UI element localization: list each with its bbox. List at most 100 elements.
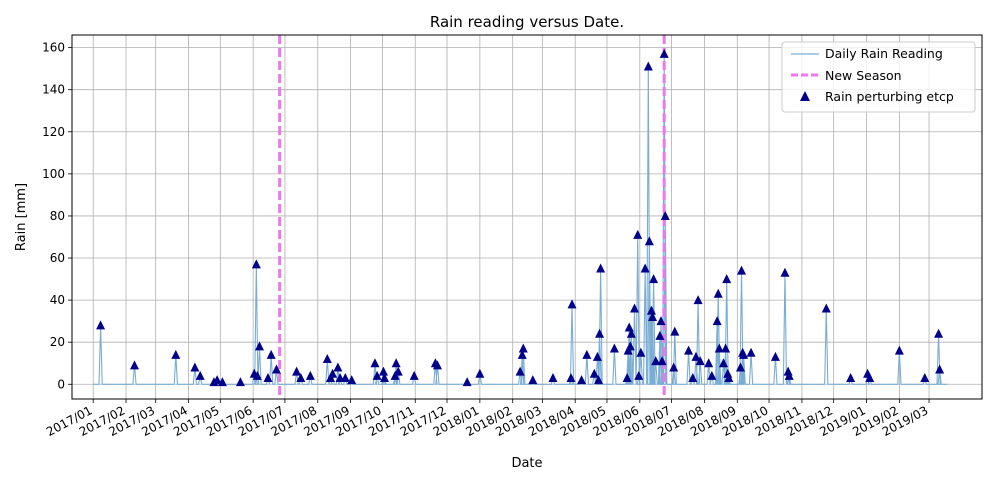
perturbing-marker — [660, 210, 670, 220]
perturbing-marker — [630, 303, 640, 313]
perturbing-marker — [821, 303, 831, 313]
perturbing-marker — [894, 345, 904, 355]
perturbing-marker — [271, 364, 281, 374]
perturbing-marker — [609, 343, 619, 353]
perturbing-marker — [713, 288, 723, 298]
perturbing-marker — [739, 349, 749, 359]
perturbing-marker — [724, 372, 734, 382]
perturbing-marker — [688, 372, 698, 382]
perturbing-marker — [515, 366, 525, 376]
perturbing-marker — [636, 347, 646, 357]
perturbing-marker — [195, 370, 205, 380]
perturbing-marker — [409, 370, 419, 380]
perturbing-marker — [704, 358, 714, 368]
perturbing-marker — [644, 236, 654, 246]
y-tick-label: 20 — [50, 335, 65, 349]
perturbing-marker — [322, 354, 332, 364]
y-tick-label: 40 — [50, 293, 65, 307]
perturbing-marker — [934, 328, 944, 338]
perturbing-marker — [594, 375, 604, 385]
perturbing-marker — [212, 375, 222, 385]
perturbing-marker — [935, 364, 945, 374]
perturbing-marker — [518, 343, 528, 353]
perturbing-marker — [784, 370, 794, 380]
perturbing-marker — [251, 259, 261, 269]
perturbing-marker — [649, 274, 659, 284]
perturbing-marker — [333, 362, 343, 372]
y-tick-label: 140 — [42, 83, 65, 97]
perturbing-marker — [190, 362, 200, 372]
perturbing-marker — [266, 349, 276, 359]
perturbing-marker — [714, 343, 724, 353]
perturbing-marker — [655, 330, 665, 340]
perturbing-marker — [305, 370, 315, 380]
perturbing-marker — [263, 372, 273, 382]
perturbing-marker — [846, 372, 856, 382]
perturbing-marker — [566, 372, 576, 382]
y-tick-label: 160 — [42, 41, 65, 55]
perturbing-marker — [378, 366, 388, 376]
perturbing-marker — [340, 372, 350, 382]
legend-label-rain: Daily Rain Reading — [825, 46, 943, 61]
perturbing-marker — [432, 360, 442, 370]
perturbing-marker — [475, 368, 485, 378]
perturbing-marker — [770, 351, 780, 361]
perturbing-marker — [528, 375, 538, 385]
plot-frame — [71, 34, 983, 400]
perturbing-marker — [719, 358, 729, 368]
perturbing-marker — [328, 368, 338, 378]
perturbing-marker — [592, 351, 602, 361]
perturbing-marker — [737, 265, 747, 275]
perturbing-marker — [171, 349, 181, 359]
x-axis: 2017/012017/022017/032017/042017/052017/… — [44, 399, 930, 439]
perturbing-marker — [582, 349, 592, 359]
perturbing-marker — [372, 370, 382, 380]
perturbing-marker — [735, 362, 745, 372]
y-axis: 0 20 40 60 80 100 120 140 160 — [42, 41, 72, 391]
perturbing-marker — [640, 263, 650, 273]
y-tick-label: 120 — [42, 125, 65, 139]
perturbing-marker — [391, 358, 401, 368]
perturbing-marker — [347, 375, 357, 385]
perturbing-marker — [659, 48, 669, 58]
perturbing-marker — [292, 366, 302, 376]
perturbing-marker — [595, 328, 605, 338]
perturbing-marker — [370, 358, 380, 368]
perturbing-marker — [657, 356, 667, 366]
perturbing-marker — [865, 372, 875, 382]
chart-title: Rain reading versus Date. — [430, 13, 624, 31]
perturbing-marker — [380, 372, 390, 382]
perturbing-marker — [517, 349, 527, 359]
perturbing-marker — [648, 311, 658, 321]
perturbing-marker — [626, 328, 636, 338]
legend: Daily Rain Reading New Season Rain pertu… — [781, 41, 976, 113]
perturbing-marker — [217, 377, 227, 387]
series-layer — [93, 35, 948, 399]
perturbing-marker — [780, 267, 790, 277]
perturbing-marker — [130, 360, 140, 370]
legend-label-perturbing: Rain perturbing etcp — [825, 89, 954, 104]
perturbing-marker — [567, 299, 577, 309]
perturbing-marker — [252, 370, 262, 380]
perturbing-marker — [577, 375, 587, 385]
legend-label-season: New Season — [825, 68, 902, 83]
perturbing-marker — [920, 372, 930, 382]
perturbing-marker — [624, 322, 634, 332]
perturbing-marker — [707, 370, 717, 380]
perturbing-marker — [462, 377, 472, 387]
perturbing-marker — [625, 341, 635, 351]
y-tick-label: 100 — [42, 167, 65, 181]
perturbing-marker — [589, 368, 599, 378]
perturbing-marker — [669, 362, 679, 372]
perturbing-marker — [255, 341, 265, 351]
perturbing-marker — [722, 274, 732, 284]
perturbing-marker — [670, 326, 680, 336]
y-axis-title: Rain [mm] — [14, 183, 29, 251]
y-tick-label: 80 — [50, 209, 65, 223]
perturbing-marker — [393, 366, 403, 376]
legend-marker-perturbing — [800, 91, 810, 101]
grid — [72, 35, 982, 399]
perturbing-marker — [235, 377, 245, 387]
y-tick-label: 0 — [57, 377, 65, 391]
perturbing-marker — [651, 356, 661, 366]
